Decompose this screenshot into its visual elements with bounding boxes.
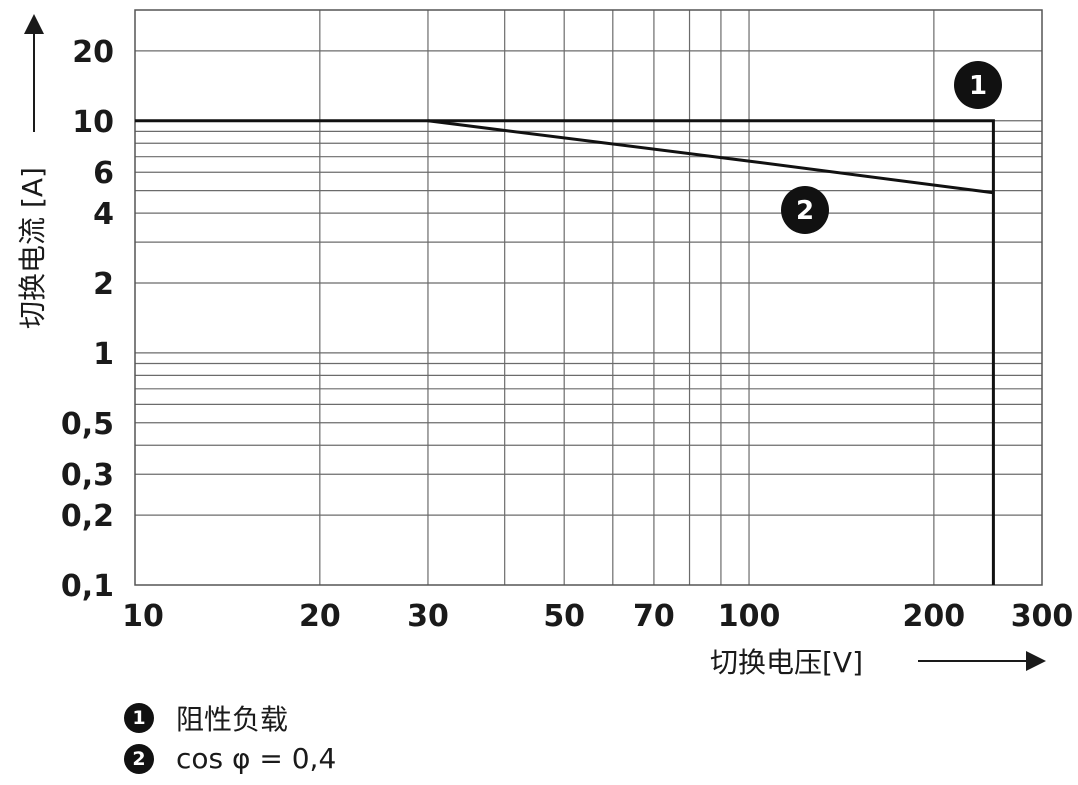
y-tick-label: 6	[93, 156, 114, 191]
y-tick-label: 0,3	[61, 458, 114, 493]
x-tick-label: 300	[1011, 599, 1074, 634]
y-tick-label: 2	[93, 267, 114, 302]
y-axis-title: 切换电流 [A]	[16, 167, 49, 329]
series-badge-label-1: 1	[969, 71, 987, 101]
y-tick-label: 0,5	[61, 407, 114, 442]
x-tick-label: 50	[543, 599, 585, 634]
x-tick-label: 70	[633, 599, 675, 634]
plot-area-border	[134, 9, 1043, 586]
x-tick-label: 30	[407, 599, 449, 634]
y-tick-label: 0,1	[61, 569, 114, 604]
series-badge-label-2: 2	[796, 196, 814, 226]
x-tick-labels: 10 20 30 50 70 100 200 300	[122, 599, 1073, 634]
series-line-1	[135, 119, 995, 585]
y-tick-label: 10	[72, 105, 114, 140]
y-tick-label: 20	[72, 35, 114, 70]
minor-x-gridlines	[319, 10, 935, 585]
series-layer: 12	[135, 61, 1002, 585]
x-axis-title: 切换电压[V]	[710, 646, 863, 679]
legend-marker-2: 2	[124, 743, 154, 774]
y-tick-labels: 0,1 0,2 0,3 0,5 1 2 4 6 10 20	[61, 35, 114, 604]
x-tick-label: 10	[122, 599, 164, 634]
legend-item-1: 1 阻性负载	[124, 698, 288, 738]
legend-marker-1: 1	[124, 703, 154, 733]
x-tick-label: 200	[903, 599, 966, 634]
y-tick-label: 1	[93, 337, 114, 372]
legend-label-2: cos φ = 0,4	[176, 742, 337, 775]
legend-label-1: 阻性负载	[176, 703, 289, 736]
x-tick-label: 20	[299, 599, 341, 634]
series-badge-1	[954, 61, 1002, 109]
series-line-2	[427, 119, 994, 195]
y-tick-label: 4	[93, 197, 114, 232]
legend-item-2: 2 cos φ = 0,4	[124, 742, 336, 775]
x-tick-label: 100	[718, 599, 781, 634]
series-badge-2	[781, 186, 829, 234]
y-tick-label: 0,2	[61, 499, 114, 534]
